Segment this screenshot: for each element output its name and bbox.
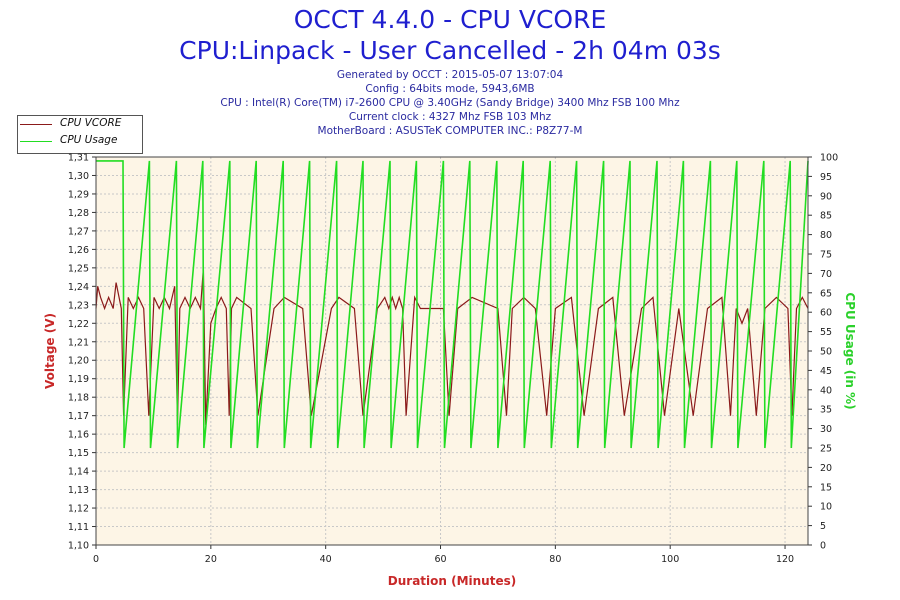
y-left-tick-label: 1,20 [68,356,89,367]
y-right-tick-label: 10 [820,502,832,513]
y-left-tick-label: 1,21 [68,337,89,348]
series-line-cpu-usage [96,160,809,449]
x-tick-label: 60 [434,554,446,565]
y-right-tick-label: 90 [820,191,832,202]
y-right-tick-label: 45 [820,366,832,377]
y-left-tick-label: 1,18 [68,393,89,404]
info-cpu: CPU : Intel(R) Core(TM) i7-2600 CPU @ 3.… [220,97,680,109]
y-right-tick-label: 40 [820,385,832,396]
legend-label-usage: CPU Usage [60,134,118,146]
info-generated: Generated by OCCT : 2015-05-07 13:07:04 [336,69,564,81]
y-left-tick-label: 1,24 [68,282,89,293]
y-left-tick-label: 1,31 [68,153,89,164]
y-right-tick-label: 20 [820,463,832,474]
legend-entry-vcore: CPU VCORE [20,117,140,133]
y-left-tick-label: 1,27 [68,226,89,237]
y-left-tick-label: 1,11 [68,522,89,533]
y-left-tick-label: 1,12 [68,504,89,515]
y-left-tick-label: 1,23 [68,300,89,311]
y-left-tick-label: 1,29 [68,189,89,200]
y-left-tick-label: 1,19 [68,374,89,385]
x-axis-label: Duration (Minutes) [388,574,516,588]
chart-legend: CPU VCORE CPU Usage [17,115,143,154]
y-left-tick-label: 1,16 [68,430,89,441]
y-left-tick-label: 1,17 [68,411,89,422]
y-right-tick-label: 70 [820,269,832,280]
info-clock: Current clock : 4327 Mhz FSB 103 Mhz [348,111,552,123]
y-right-tick-label: 30 [820,424,832,435]
x-tick-label: 20 [205,554,217,565]
y-left-tick-label: 1,30 [68,171,89,182]
chart-title: OCCT 4.4.0 - CPU VCORE [293,5,607,34]
x-tick-label: 120 [776,554,794,565]
y-right-tick-label: 5 [820,521,826,532]
y-left-tick-label: 1,26 [68,245,89,256]
y-right-tick-label: 80 [820,230,832,241]
legend-swatch-vcore [20,124,52,125]
info-motherboard: MotherBoard : ASUSTeK COMPUTER INC.: P8Z… [317,125,583,137]
y-right-tick-label: 15 [820,482,832,493]
y-right-tick-label: 0 [820,541,826,552]
info-config: Config : 64bits mode, 5943,6MB [365,83,535,95]
y-right-tick-label: 50 [820,347,832,358]
y-right-tick-label: 35 [820,405,832,416]
y-left-tick-label: 1,22 [68,319,89,330]
y-right-tick-label: 55 [820,327,832,338]
y-left-tick-label: 1,14 [68,467,89,478]
y-left-tick-label: 1,10 [68,541,89,552]
x-tick-label: 0 [93,554,99,565]
x-tick-label: 40 [320,554,332,565]
y-right-axis-label: CPU Usage (in %) [843,292,857,409]
y-right-tick-label: 75 [820,250,832,261]
y-right-tick-label: 65 [820,288,832,299]
y-left-tick-label: 1,25 [68,263,89,274]
chart-subtitle: CPU:Linpack - User Cancelled - 2h 04m 03… [179,36,721,65]
y-right-tick-label: 95 [820,172,832,183]
x-tick-label: 80 [549,554,561,565]
y-left-tick-label: 1,28 [68,208,89,219]
plot-frame [95,156,809,546]
legend-swatch-usage [20,141,52,142]
y-right-tick-label: 60 [820,308,832,319]
y-right-tick-label: 85 [820,211,832,222]
y-left-tick-label: 1,13 [68,485,89,496]
y-right-tick-label: 25 [820,444,832,455]
x-tick-label: 100 [661,554,679,565]
legend-label-vcore: CPU VCORE [60,117,122,129]
y-left-tick-label: 1,15 [68,448,89,459]
y-left-axis-label: Voltage (V) [43,313,57,389]
y-right-tick-label: 100 [820,153,838,164]
plot-area [96,157,808,545]
legend-entry-usage: CPU Usage [20,134,140,150]
